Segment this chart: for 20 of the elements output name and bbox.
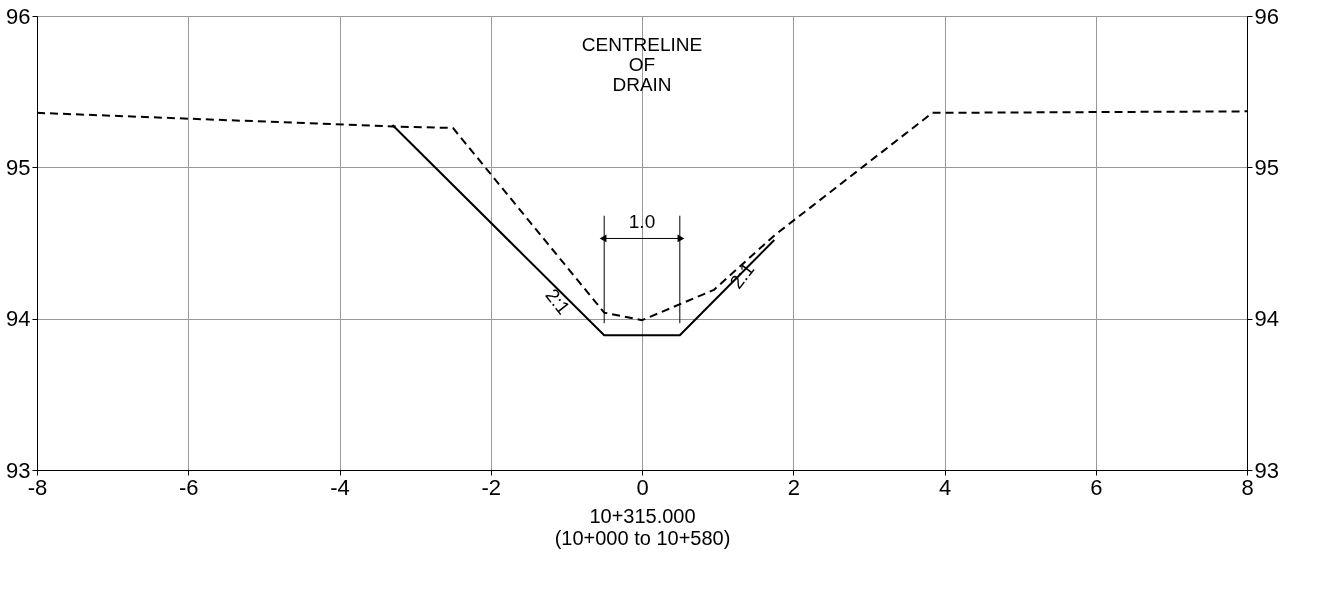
x-tick-label: -4 — [330, 474, 350, 500]
x-tick-label: 8 — [1241, 474, 1254, 500]
annotation: 2:1 — [541, 284, 575, 319]
y2-tick-label: 96 — [1254, 3, 1279, 29]
x-tick-label: 0 — [636, 474, 649, 500]
x-tick-label: -6 — [178, 474, 199, 500]
y-tick-label: 94 — [6, 306, 31, 332]
y2-tick-label: 94 — [1254, 306, 1279, 332]
y-tick-label: 95 — [6, 154, 31, 180]
x-tick-label: 6 — [1090, 474, 1103, 500]
x-tick-label: 2 — [787, 474, 800, 500]
annotation: 1.0 — [628, 210, 656, 232]
x-axis-title: 10+315.000 (10+000 to 10+580) — [554, 504, 731, 549]
annotation: CENTRELINE OF DRAIN — [581, 34, 703, 95]
y2-tick-label: 93 — [1254, 457, 1279, 483]
y-tick-label: 96 — [6, 3, 31, 29]
x-tick-label: 4 — [938, 474, 952, 500]
y2-tick-label: 95 — [1254, 154, 1279, 180]
y-tick-label: 93 — [6, 457, 31, 483]
x-tick-label: -2 — [481, 474, 502, 500]
